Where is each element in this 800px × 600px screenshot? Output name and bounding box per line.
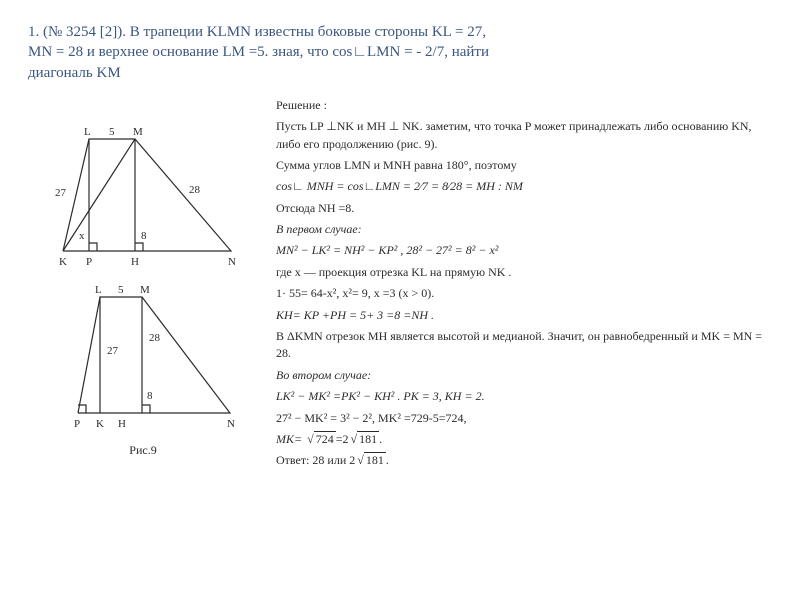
figure-1: L 5 M 27 28 x 8 K P H N — [33, 121, 253, 271]
fig1-x: x — [79, 230, 85, 242]
ans-root: 181 — [364, 452, 386, 467]
answer: Ответ: 28 или 2 181. — [276, 452, 772, 469]
solution-column: Решение : Пусть LP ⊥NK и MH ⊥ NK. замети… — [276, 93, 772, 474]
eq7-mid: =2 — [336, 432, 349, 446]
title-line-3: диагональ KM — [28, 65, 121, 81]
fig1-top5: 5 — [109, 126, 115, 138]
solution-eq4: KH= KP +PH = 5+ 3 =8 =NH . — [276, 307, 772, 324]
fig2-N: N — [227, 418, 235, 430]
solution-eq5: LK² − MK² =PK² − KH² . PK = 3, KH = 2. — [276, 388, 772, 405]
problem-title: 1. (№ 3254 [2]). В трапеции KLMN известн… — [28, 22, 772, 83]
solution-heading: Решение : — [276, 97, 772, 114]
fig2-L: L — [95, 284, 102, 296]
solution-p4: В ΔKMN отрезок MH является высотой и мед… — [276, 328, 772, 363]
fig1-K: K — [59, 256, 67, 268]
solution-eq7: MK= 724=2 181. — [276, 431, 772, 448]
fig2-top5: 5 — [118, 284, 124, 296]
solution-eq3: 1· 55= 64-x², x²= 9, x =3 (x > 0). — [276, 285, 772, 302]
sqrt-icon-2: 181 — [348, 431, 379, 448]
figure-2: L 5 M 27 28 8 P K H N — [38, 279, 248, 431]
fig1-8: 8 — [141, 230, 147, 242]
solution-p2: Сумма углов LMN и MNH равна 180°, поэтом… — [276, 157, 772, 174]
ans-prefix: Ответ: 28 или 2 — [276, 453, 355, 467]
fig1-N: N — [228, 256, 236, 268]
title-line-1: 1. (№ 3254 [2]). В трапеции KLMN известн… — [28, 24, 486, 40]
case2-label: Во втором случае: — [276, 367, 772, 384]
fig1-L: L — [84, 126, 91, 138]
fig2-P: P — [74, 418, 80, 430]
fig1-28: 28 — [189, 184, 201, 196]
eq7-prefix: MK= — [276, 432, 305, 446]
eq7-r1: 724 — [314, 431, 336, 446]
fig1-27: 27 — [55, 187, 67, 199]
fig2-M: M — [140, 284, 150, 296]
sqrt-icon-3: 181 — [355, 452, 386, 469]
fig2-H: H — [118, 418, 126, 430]
fig2-8: 8 — [147, 390, 153, 402]
solution-p1: Пусть LP ⊥NK и MH ⊥ NK. заметим, что точ… — [276, 118, 772, 153]
title-line-2: MN = 28 и верхнее основание LM =5. зная,… — [28, 44, 489, 60]
solution-p3: Отсюда NH =8. — [276, 200, 772, 217]
solution-eq1: cos∟ MNH = cos∟LMN = 2⁄7 = 8⁄28 = MH : N… — [276, 178, 772, 195]
solution-eq2a: MN² − LK² = NH² − KP² , 28² − 27² = 8² −… — [276, 242, 772, 259]
fig2-28: 28 — [149, 332, 161, 344]
eq7-r2: 181 — [357, 431, 379, 446]
fig1-P: P — [86, 256, 92, 268]
sqrt-icon: 724 — [305, 431, 336, 448]
solution-eq2b: где x — проекция отрезка KL на прямую NK… — [276, 264, 772, 281]
case1-label: В первом случае: — [276, 221, 772, 238]
figure-caption: Рис.9 — [129, 443, 156, 458]
solution-eq6: 27² − MK² = 3² − 2², MK² =729-5=724, — [276, 410, 772, 427]
fig1-H: H — [131, 256, 139, 268]
eq7-suffix: . — [379, 432, 382, 446]
fig1-M: M — [133, 126, 143, 138]
solution-p1-text: Пусть LP ⊥NK и MH ⊥ NK. заметим, что точ… — [276, 119, 752, 150]
fig2-27: 27 — [107, 345, 119, 357]
ans-suffix: . — [386, 453, 389, 467]
fig2-K: K — [96, 418, 104, 430]
figures-column: L 5 M 27 28 x 8 K P H N — [28, 93, 258, 474]
